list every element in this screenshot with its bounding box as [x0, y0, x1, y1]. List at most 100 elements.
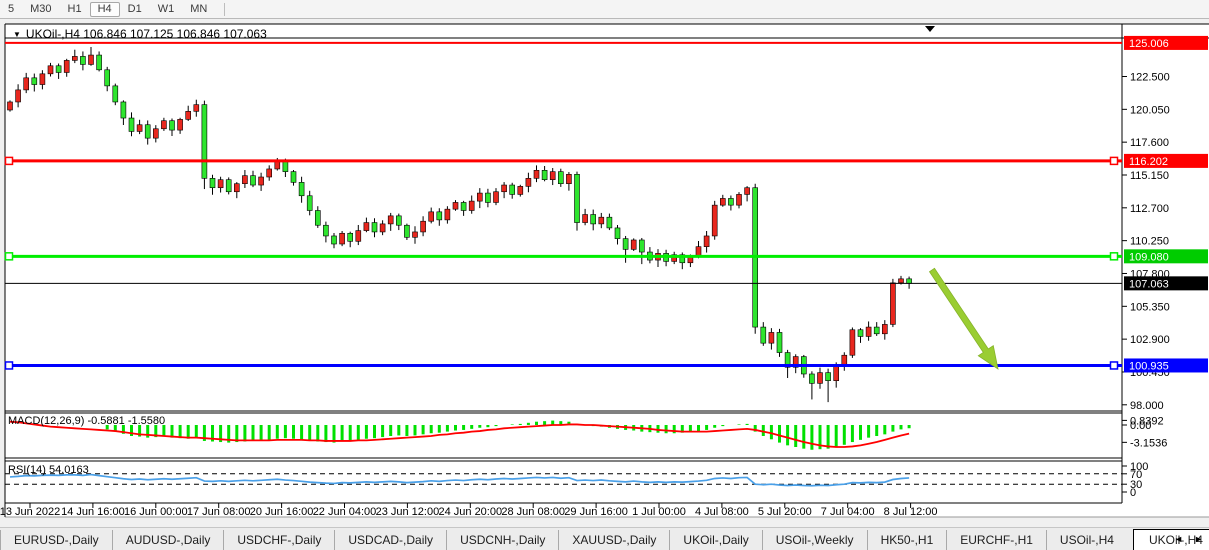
- time-marker-icon[interactable]: [925, 26, 935, 32]
- candle-bullish: [582, 214, 588, 223]
- line-handle[interactable]: [4, 252, 14, 261]
- candle-bullish: [363, 222, 370, 231]
- candle-bearish: [809, 373, 815, 384]
- time-label: 24 Jun 20:00: [438, 506, 502, 518]
- price-tick-label: 122.500: [1130, 72, 1170, 84]
- tab-eurchf-h1[interactable]: EURCHF-,H1: [946, 529, 1046, 550]
- candle-bearish: [460, 202, 467, 211]
- time-label: 8 Jul 12:00: [884, 506, 938, 518]
- time-label: 28 Jun 08:00: [501, 506, 565, 518]
- tab-xauusd-daily[interactable]: XAUUSD-,Daily: [558, 529, 669, 550]
- candle-bullish: [217, 179, 224, 189]
- candle-bearish: [323, 224, 329, 237]
- candle-bullish: [7, 101, 13, 111]
- candle-bullish: [39, 73, 46, 85]
- candle-bullish: [234, 183, 240, 193]
- tab-usdcad-daily[interactable]: USDCAD-,Daily: [334, 529, 446, 550]
- candle-bearish: [679, 254, 686, 264]
- time-label: 4 Jul 08:00: [695, 506, 749, 518]
- candle-bullish: [630, 239, 637, 250]
- trend-arrow-annotation[interactable]: [928, 267, 999, 370]
- tab-usoil-weekly[interactable]: USOil-,Weekly: [761, 529, 867, 550]
- candle-bearish: [104, 69, 110, 87]
- rsi-indicator-label: RSI(14) 54.0163: [8, 464, 89, 476]
- candle-bearish: [395, 215, 402, 226]
- candle-bullish: [849, 329, 856, 356]
- candle-bullish: [452, 202, 459, 210]
- timeframe-button-m5[interactable]: 5: [8, 2, 15, 15]
- candle-bullish: [412, 231, 418, 238]
- candle-bullish: [153, 128, 159, 139]
- candle-bearish: [638, 239, 645, 253]
- time-label: 7 Jul 04:00: [821, 506, 875, 518]
- candle-bullish: [15, 89, 21, 103]
- line-handle[interactable]: [1109, 156, 1119, 166]
- time-label: 22 Jun 04:00: [313, 506, 377, 518]
- timeframe-button-m30[interactable]: M30: [30, 2, 52, 15]
- time-label: 23 Jun 12:00: [376, 506, 440, 518]
- time-label: 13 Jun 2022: [0, 506, 60, 518]
- tab-ukoil-daily[interactable]: UKOil-,Daily: [669, 529, 761, 550]
- candle-bullish: [88, 54, 94, 65]
- chevron-down-icon[interactable]: ▼: [13, 30, 21, 39]
- price-tick-label: 117.600: [1130, 137, 1169, 149]
- price-badge-label: 107.063: [1129, 278, 1169, 290]
- timeframe-button-d1[interactable]: D1: [127, 2, 142, 15]
- tab-scroll-arrows: ◄ ►: [1174, 533, 1203, 545]
- line-handle[interactable]: [4, 156, 14, 166]
- timeframe-button-h4[interactable]: H4: [89, 1, 120, 17]
- candle-bearish: [728, 198, 734, 206]
- timeframe-button-h1[interactable]: H1: [67, 2, 82, 15]
- candle-bearish: [622, 238, 629, 250]
- candle-bullish: [768, 332, 775, 344]
- candle-bullish: [136, 124, 143, 132]
- tab-eurusd-daily[interactable]: EURUSD-,Daily: [0, 529, 112, 550]
- candle-bullish: [476, 192, 483, 202]
- time-label: 1 Jul 00:00: [632, 506, 686, 518]
- candle-bullish: [695, 246, 702, 257]
- tab-audusd-daily[interactable]: AUDUSD-,Daily: [111, 529, 224, 550]
- price-badge: [1124, 35, 1208, 50]
- price-tick-label: 115.150: [1130, 170, 1169, 182]
- candle-bullish: [258, 176, 264, 186]
- candle-bullish: [703, 235, 710, 247]
- candle-bearish: [614, 227, 621, 239]
- candle-bullish: [598, 216, 605, 225]
- candle-bearish: [225, 179, 232, 193]
- price-tick-label: 120.050: [1130, 104, 1170, 116]
- price-tick-label: 110.250: [1130, 236, 1169, 248]
- line-handle[interactable]: [1109, 361, 1119, 370]
- price-badge: [1124, 249, 1208, 264]
- candle-bullish: [711, 204, 718, 237]
- timeframe-toolbar: 5 M30 H1 H4 D1 W1 MN: [0, 0, 1209, 19]
- rsi-axis-label: 0: [1130, 487, 1136, 499]
- toolbar-separator: [224, 2, 226, 16]
- tab-usoil-h4[interactable]: USOil-,H4: [1045, 529, 1127, 550]
- scroll-right-icon[interactable]: ►: [1194, 534, 1203, 544]
- tab-usdchf-daily[interactable]: USDCHF-,Daily: [223, 529, 334, 550]
- candle-bullish: [242, 175, 248, 185]
- time-label: 14 Jun 16:00: [61, 506, 125, 518]
- price-badge-label: 109.080: [1129, 251, 1169, 263]
- timeframe-button-w1[interactable]: W1: [157, 2, 175, 15]
- tab-usdcnh-daily[interactable]: USDCNH-,Daily: [446, 529, 558, 550]
- candle-bearish: [825, 372, 831, 381]
- tab-ukoil-h4-active[interactable]: UKOil-,H4: [1132, 528, 1209, 550]
- scroll-left-icon[interactable]: ◄: [1174, 534, 1184, 544]
- candle-bullish: [890, 282, 896, 325]
- chart-title-text: UKOil-,H4 106.846 107.125 106.846 107.06…: [25, 27, 267, 41]
- candle-bullish: [355, 230, 362, 242]
- timeframe-button-mn[interactable]: MN: [190, 2, 208, 15]
- rsi-axis-label: 70: [1130, 469, 1142, 481]
- candle-bearish: [169, 120, 175, 131]
- candle-bullish: [517, 186, 524, 195]
- chart-title: ▼ UKOil-,H4 106.846 107.125 106.846 107.0…: [13, 27, 267, 41]
- line-handle[interactable]: [1109, 252, 1119, 261]
- candle-bearish: [606, 216, 613, 229]
- macd-indicator-label: MACD(12,26,9) -0.5881 -1.5580: [8, 415, 166, 427]
- tab-hk50-h1[interactable]: HK50-,H1: [866, 529, 947, 550]
- candle-bullish: [719, 198, 726, 206]
- line-handle[interactable]: [4, 361, 14, 370]
- candle-bullish: [72, 56, 78, 61]
